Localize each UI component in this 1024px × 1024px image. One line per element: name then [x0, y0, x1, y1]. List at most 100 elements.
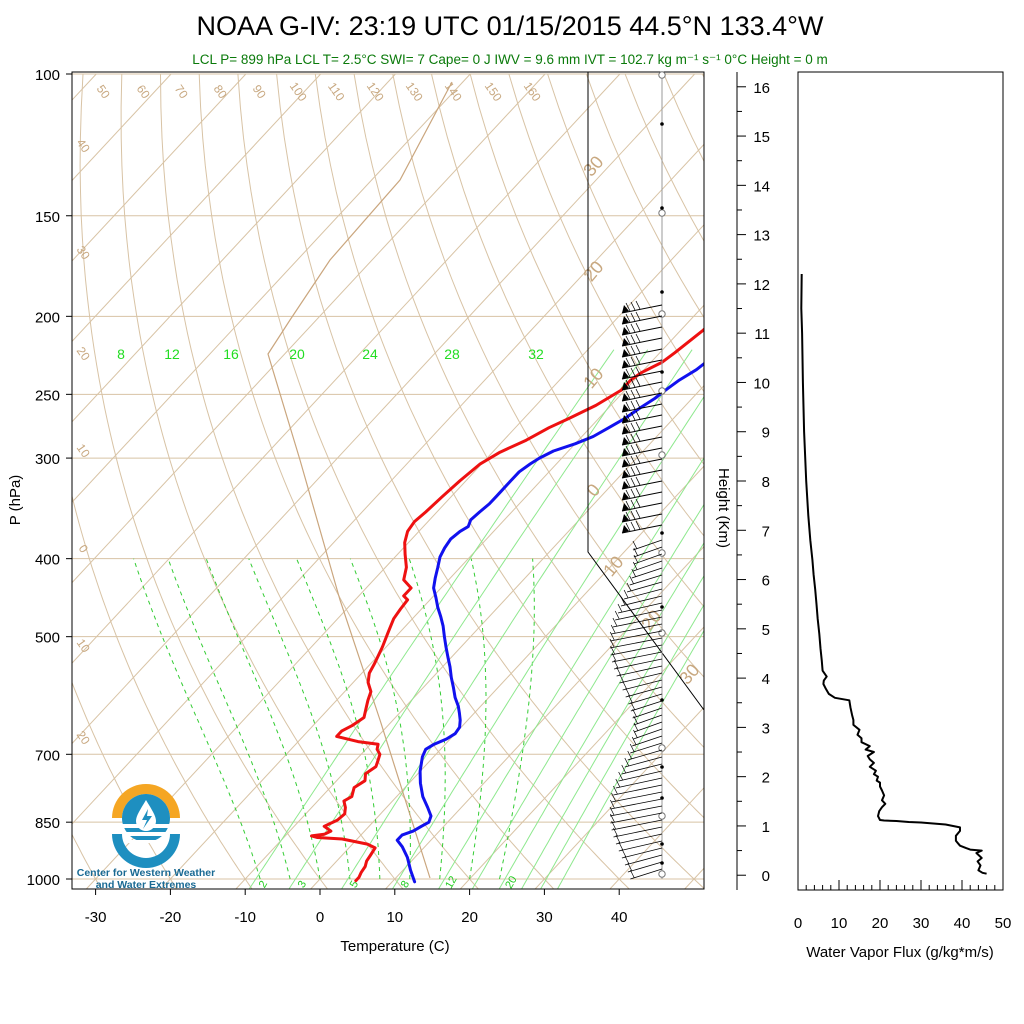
wind-barb-feather: [625, 456, 631, 466]
wind-barb-feather: [635, 454, 641, 464]
chart-title: NOAA G-IV: 23:19 UTC 01/15/2015 44.5°N 1…: [197, 11, 824, 41]
wind-barb: [621, 359, 663, 369]
wind-barb: [621, 348, 663, 358]
wind-barb-feather: [635, 355, 641, 365]
dry-adiabat-line: [819, 74, 1024, 896]
wind-barb-feather: [615, 834, 621, 844]
height-tick-label: 4: [762, 671, 770, 688]
wind-barb-feather: [630, 466, 636, 476]
wind-barb-feather: [625, 522, 631, 532]
wind-barb-feather: [624, 855, 630, 865]
wind-barb: [621, 392, 663, 402]
wind-barb: [612, 616, 663, 628]
wind-barb-feather: [630, 411, 636, 421]
dry-adiabat-label: 60: [134, 82, 153, 101]
wind-barb: [613, 784, 663, 796]
wind-barb-flag: [622, 338, 629, 346]
dry-adiabat-line: [780, 74, 1024, 896]
wind-barb: [622, 679, 663, 691]
wind-barb: [619, 672, 663, 684]
wind-barb-feather: [625, 390, 631, 400]
wind-barb-feather: [625, 357, 631, 367]
wind-barb-feather: [635, 377, 641, 387]
mixing-ratio-label: 24: [362, 346, 378, 362]
isotherm-line: [235, 384, 704, 889]
wind-barb-feather: [630, 433, 636, 443]
wind-barb-feather: [635, 300, 641, 310]
temperature-profile-line: [395, 361, 704, 884]
y-tick-label: 400: [35, 552, 60, 569]
moist-adiabat-line: [408, 558, 446, 880]
y-tick-label: 300: [35, 451, 60, 468]
dry-adiabat-line: [79, 73, 329, 889]
isotherm-label: 10: [579, 364, 607, 392]
isotherm-line: [534, 706, 704, 889]
flux-x-tick-label: 30: [913, 915, 930, 932]
wind-barb-feather: [610, 624, 616, 634]
wind-barb: [610, 812, 663, 824]
wind-barb-feather: [635, 311, 641, 321]
wind-barb-flag: [622, 492, 629, 500]
height-tick-label: 2: [762, 770, 770, 787]
height-tick-label: 9: [762, 425, 770, 442]
moist-adiabat-line: [296, 558, 381, 879]
wind-barb: [621, 513, 663, 523]
wind-barb-feather: [625, 434, 631, 444]
wind-barb: [621, 502, 663, 512]
wind-barb-feather: [620, 596, 626, 606]
isotherm-line: [384, 545, 704, 889]
isotherm-line: [72, 73, 172, 182]
dry-adiabat-label: 0: [76, 542, 91, 556]
wind-barb-feather: [623, 589, 629, 599]
wind-barb-feather: [632, 561, 638, 571]
wind-barb: [611, 819, 663, 831]
height-tick-label: 3: [762, 720, 770, 737]
dry-adiabat-label: 90: [250, 82, 269, 101]
wind-barb: [633, 721, 663, 733]
wind-barb-feather: [630, 323, 636, 333]
mixing-ratio-label: 32: [528, 346, 544, 362]
barb-marker-dot: [660, 206, 664, 210]
wind-barb-flag: [622, 349, 629, 357]
wind-barb-feather: [609, 806, 615, 816]
dry-adiabat-label: 100: [287, 79, 310, 104]
skewt-background-lines: [72, 73, 1024, 896]
mixing-ratio-label: 8: [117, 346, 125, 362]
mixing-ratio-line: [437, 457, 704, 889]
y-tick-label: 150: [35, 209, 60, 226]
dry-adiabat-line: [392, 73, 704, 678]
wind-barb-feather: [628, 694, 633, 704]
isotherm-label: 30: [675, 660, 703, 688]
wind-barb-feather: [627, 862, 633, 872]
mixing-ratio-label: 3: [296, 879, 309, 890]
chart-subtitle: LCL P= 899 hPa LCL T= 2.5°C SWI= 7 Cape=…: [192, 52, 827, 67]
dry-adiabat-line: [314, 73, 704, 819]
wind-barb-feather: [614, 610, 620, 620]
x-tick-label: 20: [461, 909, 478, 926]
dry-adiabat-line: [160, 73, 480, 889]
isotherm-line: [684, 867, 704, 889]
cw3e-logo: Center for Western Weather and Water Ext…: [77, 784, 215, 891]
mixing-ratio-label: 8: [399, 879, 412, 890]
flux-x-tick-label: 0: [794, 915, 802, 932]
y-tick-label: 850: [35, 815, 60, 832]
wind-barb: [624, 588, 663, 600]
wind-barb: [611, 791, 663, 803]
moist-adiabat-line: [167, 558, 291, 880]
water-vapor-flux-line: [800, 273, 987, 875]
wind-barb-feather: [625, 346, 631, 356]
wind-barb: [624, 756, 663, 768]
wind-barb: [610, 644, 663, 656]
wind-barb: [631, 567, 663, 579]
wind-barb-flag: [622, 448, 629, 456]
wind-barb-feather: [618, 841, 624, 851]
barb-marker-circle: [658, 451, 666, 459]
barb-marker-dot: [660, 370, 664, 374]
dry-adiabat-line: [72, 494, 253, 889]
dry-adiabat-label: 150: [482, 79, 505, 104]
barb-marker-dot: [660, 122, 664, 126]
height-tick-label: 6: [762, 573, 770, 590]
x-tick-label: 30: [536, 909, 553, 926]
wind-barb-column: [587, 71, 705, 889]
